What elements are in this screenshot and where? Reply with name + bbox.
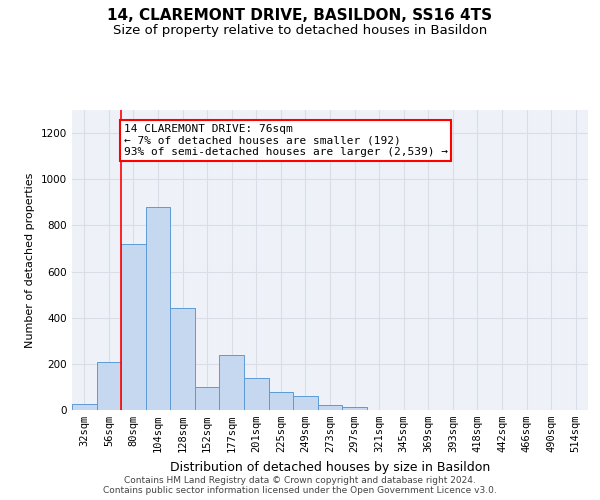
Bar [195, 387, 220, 410]
Text: 14, CLAREMONT DRIVE, BASILDON, SS16 4TS: 14, CLAREMONT DRIVE, BASILDON, SS16 4TS [107, 8, 493, 22]
Bar [293, 396, 318, 410]
Text: 14 CLAREMONT DRIVE: 76sqm
← 7% of detached houses are smaller (192)
93% of semi-: 14 CLAREMONT DRIVE: 76sqm ← 7% of detach… [124, 124, 448, 157]
Bar [72, 404, 97, 410]
Text: Contains public sector information licensed under the Open Government Licence v3: Contains public sector information licen… [103, 486, 497, 495]
Bar [244, 378, 269, 410]
Bar [97, 362, 121, 410]
Bar [220, 354, 244, 410]
Bar [269, 392, 293, 410]
Text: Contains HM Land Registry data © Crown copyright and database right 2024.: Contains HM Land Registry data © Crown c… [124, 476, 476, 485]
Bar [170, 308, 195, 410]
Y-axis label: Number of detached properties: Number of detached properties [25, 172, 35, 348]
Bar [121, 244, 146, 410]
Text: Size of property relative to detached houses in Basildon: Size of property relative to detached ho… [113, 24, 487, 37]
Bar [342, 406, 367, 410]
Bar [146, 207, 170, 410]
X-axis label: Distribution of detached houses by size in Basildon: Distribution of detached houses by size … [170, 460, 490, 473]
Bar [318, 406, 342, 410]
